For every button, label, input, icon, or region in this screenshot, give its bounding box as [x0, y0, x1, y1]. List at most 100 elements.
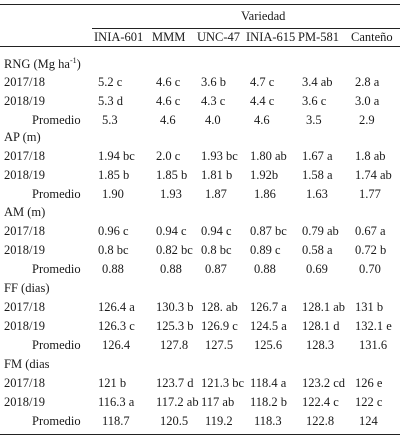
table-cell: 0.58 a	[302, 243, 333, 257]
season-row-label: 2017/18	[4, 75, 45, 89]
variety-header: PM-581	[298, 30, 339, 44]
table-cell: 126 e	[355, 376, 383, 390]
table-cell: 128.3	[306, 338, 335, 352]
table-cell: 0.8 bc	[201, 243, 232, 257]
table-cell: 0.96 c	[98, 224, 129, 238]
table-cell: 1.85 b	[156, 168, 188, 182]
table-cell: 1.87	[205, 187, 227, 201]
table-cell: 126.4 a	[98, 300, 135, 314]
table-cell: 126.3 c	[98, 319, 135, 333]
table-cell: 119.2	[205, 414, 233, 428]
table-cell: 4.6	[160, 113, 176, 127]
table-cell: 4.4 c	[250, 94, 275, 108]
table-cell: 0.87 bc	[250, 224, 287, 238]
average-row-label: Promedio	[32, 414, 81, 428]
variety-header: INIA-615	[246, 30, 296, 44]
top-rule	[0, 4, 400, 5]
header-bottom-rule	[0, 46, 400, 47]
table-cell: 3.4 ab	[302, 75, 333, 89]
average-row-label: Promedio	[32, 187, 81, 201]
variety-header: MMM	[152, 30, 186, 44]
bottom-rule	[0, 434, 400, 435]
table-cell: 0.94 c	[201, 224, 232, 238]
table-cell: 118.3	[254, 414, 282, 428]
table-cell: 2.0 c	[156, 149, 181, 163]
season-row-label: 2018/19	[4, 168, 45, 182]
table-cell: 124	[359, 414, 378, 428]
table-cell: 0.67 a	[355, 224, 386, 238]
table-cell: 4.0	[205, 113, 221, 127]
table-cell: 1.58 a	[302, 168, 333, 182]
table-cell: 1.80 ab	[250, 149, 287, 163]
season-row-label: 2017/18	[4, 300, 45, 314]
table-cell: 1.94 bc	[98, 149, 135, 163]
table-cell: 1.93	[160, 187, 182, 201]
table-cell: 124.5 a	[250, 319, 287, 333]
table-cell: 128.1 d	[302, 319, 340, 333]
table-cell: 128. ab	[201, 300, 238, 314]
season-row-label: 2017/18	[4, 149, 45, 163]
table-cell: 122.4 c	[302, 395, 339, 409]
table-cell: 123.2 cd	[302, 376, 346, 390]
table-cell: 131.6	[359, 338, 388, 352]
section-label: FF (dias)	[4, 281, 50, 295]
season-row-label: 2018/19	[4, 243, 45, 257]
table-cell: 116.3 a	[98, 395, 135, 409]
table-cell: 1.93 bc	[201, 149, 238, 163]
table-cell: 1.63	[306, 187, 328, 201]
table-cell: 117 ab	[201, 395, 235, 409]
variety-header: INIA-601	[94, 30, 144, 44]
season-row-label: 2018/19	[4, 94, 45, 108]
table-cell: 127.8	[160, 338, 189, 352]
table-cell: 4.3 c	[201, 94, 226, 108]
table-cell: 126.4	[102, 338, 131, 352]
table-cell: 1.74 ab	[355, 168, 392, 182]
table-cell: 3.5	[306, 113, 322, 127]
variety-group-header: Variedad	[241, 9, 286, 23]
table-cell: 131 b	[355, 300, 384, 314]
average-row-label: Promedio	[32, 113, 81, 127]
season-row-label: 2017/18	[4, 376, 45, 390]
table-cell: 0.89 c	[250, 243, 281, 257]
table-cell: 125.3 b	[156, 319, 194, 333]
table-cell: 128.1 ab	[302, 300, 346, 314]
table-cell: 118.7	[102, 414, 130, 428]
season-row-label: 2018/19	[4, 395, 45, 409]
table-cell: 5.3 d	[98, 94, 123, 108]
table-cell: 123.7 d	[156, 376, 194, 390]
table-cell: 4.6 c	[156, 75, 181, 89]
table-cell: 0.79 ab	[302, 224, 339, 238]
table-cell: 1.92b	[250, 168, 279, 182]
table-cell: 1.8 ab	[355, 149, 386, 163]
table-cell: 132.1 e	[355, 319, 392, 333]
table-cell: 1.81 b	[201, 168, 233, 182]
season-row-label: 2017/18	[4, 224, 45, 238]
table-cell: 2.8 a	[355, 75, 380, 89]
average-row-label: Promedio	[32, 262, 81, 276]
table-cell: 1.86	[254, 187, 276, 201]
section-label: AM (m)	[4, 205, 46, 219]
table-cell: 2.9	[359, 113, 375, 127]
season-row-label: 2018/19	[4, 319, 45, 333]
table-cell: 4.6	[254, 113, 270, 127]
table-cell: 3.6 b	[201, 75, 226, 89]
table-cell: 0.94 c	[156, 224, 187, 238]
section-label: AP (m)	[4, 130, 41, 144]
table-cell: 4.7 c	[250, 75, 275, 89]
table-cell: 118.2 b	[250, 395, 288, 409]
average-row-label: Promedio	[32, 338, 81, 352]
table-cell: 0.88	[160, 262, 182, 276]
table-cell: 0.72 b	[355, 243, 387, 257]
table-cell: 3.6 c	[302, 94, 327, 108]
table-cell: 0.88	[102, 262, 124, 276]
table-cell: 126.9 c	[201, 319, 238, 333]
table-cell: 121.3 bc	[201, 376, 245, 390]
table-cell: 122.8	[306, 414, 335, 428]
table-cell: 122 c	[355, 395, 383, 409]
table-cell: 0.69	[306, 262, 328, 276]
table-cell: 118.4 a	[250, 376, 287, 390]
table-cell: 0.88	[254, 262, 276, 276]
table-cell: 1.67 a	[302, 149, 333, 163]
table-cell: 0.87	[205, 262, 227, 276]
